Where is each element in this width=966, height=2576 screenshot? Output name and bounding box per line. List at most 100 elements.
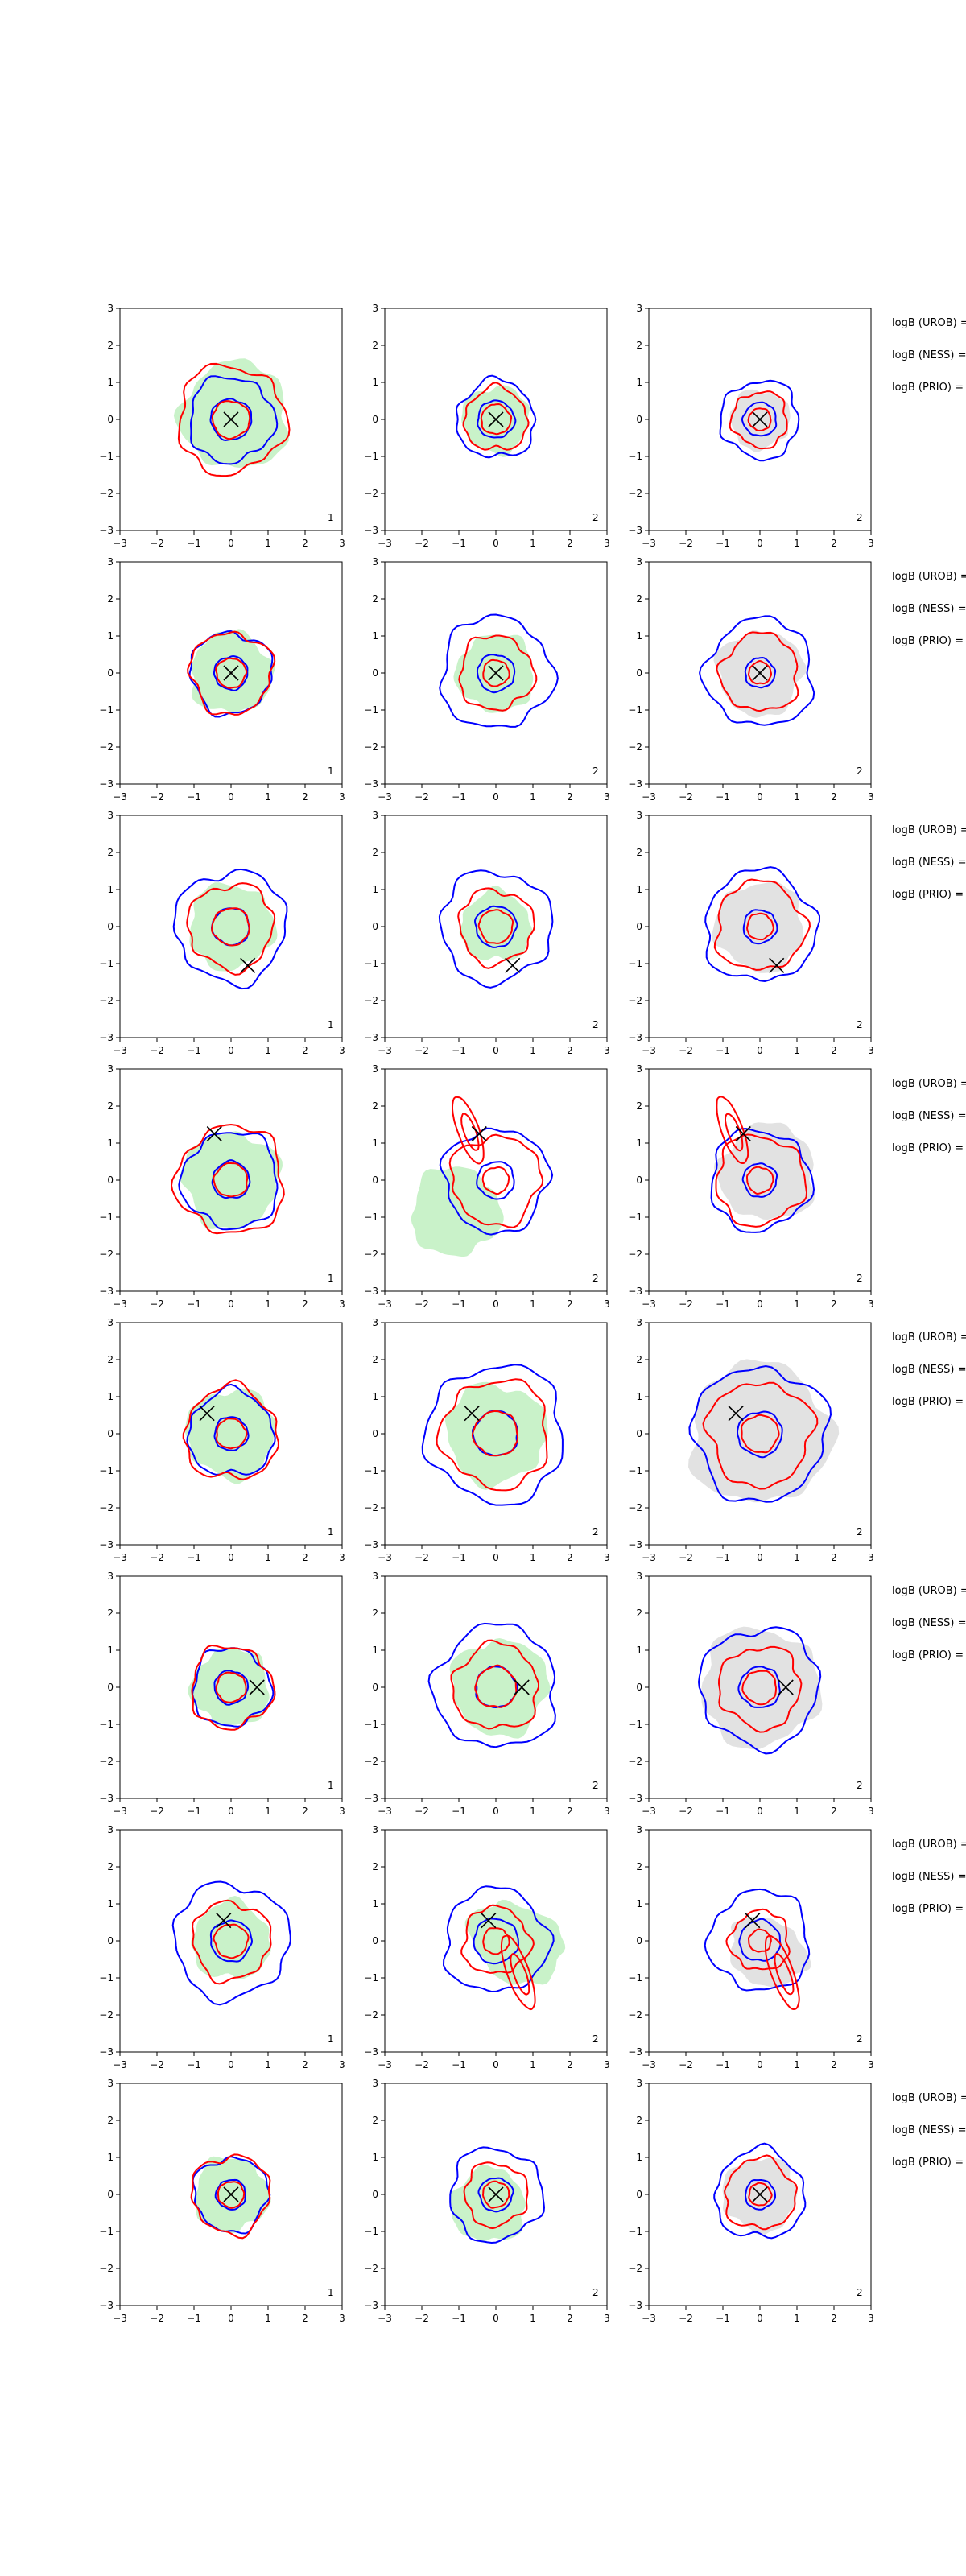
x-tick-label: −1 — [187, 538, 201, 549]
y-tick-label: −3 — [628, 1032, 642, 1043]
y-tick-label: −2 — [99, 1249, 114, 1260]
y-tick-label: 1 — [107, 377, 114, 388]
y-tick-label: 3 — [107, 1571, 114, 1582]
y-tick-label: −3 — [628, 1793, 642, 1804]
true-value-marker — [206, 1125, 222, 1142]
outer-red-contour — [462, 382, 530, 451]
axes-frame — [384, 1068, 608, 1292]
y-tick-label: 1 — [372, 377, 378, 388]
y-tick-label: 0 — [107, 667, 114, 679]
y-tick-label: 3 — [372, 1571, 378, 1582]
x-tick-label: −3 — [113, 791, 127, 803]
x-tick-label: 2 — [567, 538, 573, 549]
inner-blue-contour — [473, 1918, 519, 1965]
outer-blue-contour — [719, 379, 800, 462]
x-tick-label: 2 — [567, 791, 573, 803]
y-tick-label: 1 — [107, 2152, 114, 2163]
x-tick-label: −1 — [187, 1552, 201, 1563]
y-tick-label: 3 — [372, 1317, 378, 1328]
panel-badge: 2 — [592, 2033, 599, 2045]
x-tick-label: 1 — [265, 1298, 271, 1310]
x-tick-label: 0 — [493, 2313, 499, 2324]
x-tick-label: 2 — [831, 1806, 837, 1817]
panel-r3-c1: −3 −2 −1 0 1 2 3 3 2 1 0 −1 −2 −3 1 — [99, 810, 345, 1056]
plot-area — [190, 2153, 271, 2240]
y-tick-label: 1 — [107, 1898, 114, 1909]
y-tick-label: −2 — [628, 1502, 642, 1513]
panel-r8-c3: −3 −2 −1 0 1 2 3 3 2 1 0 −1 −2 −3 2 — [628, 2078, 874, 2324]
inner-red-contour — [211, 400, 251, 440]
x-tick-label: −3 — [642, 2059, 656, 2070]
outer-red-contour — [186, 882, 276, 976]
panel-r2-c2: −3 −2 −1 0 1 2 3 3 2 1 0 −1 −2 −3 2 — [364, 556, 610, 803]
x-tick-label: 2 — [567, 1298, 573, 1310]
y-tick-label: −1 — [364, 1212, 378, 1223]
row-logB-label: logB (UROB) = — [892, 1839, 966, 1851]
panel-r4-c2: −3 −2 −1 0 1 2 3 3 2 1 0 −1 −2 −3 2 — [364, 1063, 610, 1310]
y-tick-label: 0 — [636, 2189, 642, 2200]
y-tick-label: 3 — [636, 1063, 642, 1075]
y-tick-label: −1 — [99, 958, 114, 969]
y-tick-label: −2 — [628, 1249, 642, 1260]
inner-red-contour — [748, 659, 773, 685]
panel-r3-c2: −3 −2 −1 0 1 2 3 3 2 1 0 −1 −2 −3 2 — [364, 810, 610, 1056]
x-tick-label: −1 — [187, 2059, 201, 2070]
inner-blue-contour — [211, 1159, 251, 1199]
x-tick-label: −2 — [679, 1552, 693, 1563]
panel-badge: 2 — [592, 1273, 599, 1284]
x-tick-label: 2 — [567, 2313, 573, 2324]
true-value-marker — [223, 411, 239, 427]
y-tick-label: −3 — [99, 1286, 114, 1297]
y-tick-label: 2 — [636, 340, 642, 351]
x-tick-label: −1 — [452, 538, 466, 549]
x-tick-label: −3 — [113, 2059, 127, 2070]
panel-r5-c1: −3 −2 −1 0 1 2 3 3 2 1 0 −1 −2 −3 1 — [99, 1317, 345, 1563]
x-tick-label: 3 — [604, 1552, 610, 1563]
true-value-marker — [464, 1406, 480, 1422]
x-tick-label: 0 — [228, 2059, 234, 2070]
x-tick-label: −1 — [716, 1806, 730, 1817]
x-tick-label: −2 — [150, 1552, 164, 1563]
y-tick-label: −3 — [99, 1793, 114, 1804]
y-tick-label: −3 — [628, 2300, 642, 2311]
x-tick-label: −3 — [113, 538, 127, 549]
x-tick-label: 3 — [868, 1298, 874, 1310]
x-tick-label: 2 — [567, 1806, 573, 1817]
x-tick-label: −2 — [679, 538, 693, 549]
y-tick-label: 3 — [372, 303, 378, 314]
x-tick-label: 0 — [228, 1045, 234, 1056]
row-logB-label: logB (UROB) = — [892, 1331, 966, 1344]
density-fill — [453, 634, 534, 713]
density-fill — [188, 1647, 270, 1726]
true-value-marker — [488, 665, 504, 681]
plot-area — [713, 2142, 807, 2240]
y-tick-label: 2 — [372, 340, 378, 351]
inner-red-contour — [474, 1664, 518, 1708]
y-tick-label: −3 — [99, 778, 114, 790]
x-tick-label: −3 — [378, 1298, 392, 1310]
x-tick-label: 1 — [265, 791, 271, 803]
plot-area — [427, 1622, 556, 1748]
y-tick-label: −2 — [99, 1502, 114, 1513]
x-tick-label: −2 — [415, 538, 429, 549]
red-lobe-contour — [452, 1096, 485, 1165]
outer-blue-contour — [172, 868, 288, 990]
outer-red-contour — [702, 1381, 819, 1490]
y-tick-label: −3 — [364, 1793, 378, 1804]
x-tick-label: −2 — [679, 1045, 693, 1056]
x-tick-label: −3 — [378, 538, 392, 549]
plot-area — [710, 1096, 815, 1233]
true-value-marker — [514, 1679, 530, 1695]
panel-r2-c3: −3 −2 −1 0 1 2 3 3 2 1 0 −1 −2 −3 2 — [628, 556, 874, 803]
y-tick-label: 3 — [636, 1824, 642, 1835]
panel-r7-c3: −3 −2 −1 0 1 2 3 3 2 1 0 −1 −2 −3 2 — [628, 1824, 874, 2070]
y-tick-label: −2 — [99, 2263, 114, 2274]
outer-blue-contour — [697, 1626, 822, 1755]
y-tick-label: −3 — [628, 778, 642, 790]
x-tick-label: −2 — [415, 1806, 429, 1817]
y-tick-label: 1 — [372, 884, 378, 895]
inner-red-contour — [213, 1162, 249, 1198]
y-tick-label: 3 — [107, 556, 114, 568]
row-logB-label: logB (UROB) = — [892, 1585, 966, 1597]
